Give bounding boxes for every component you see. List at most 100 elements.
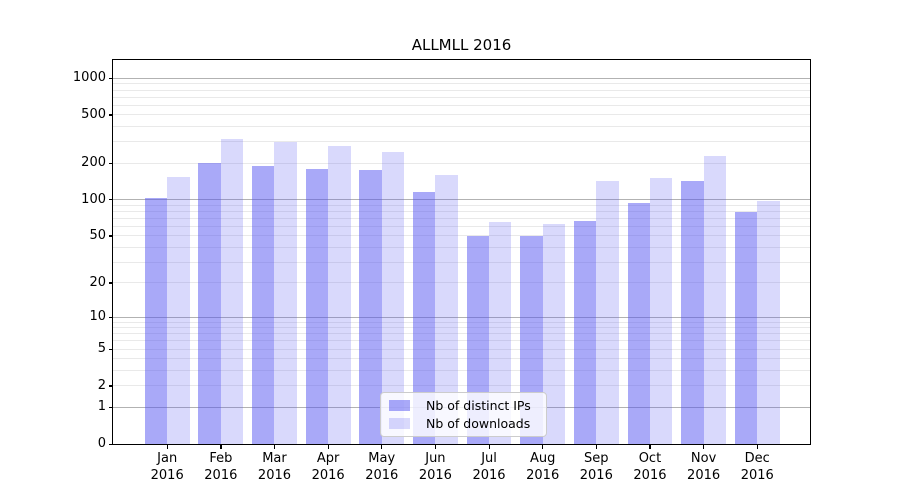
y-tick-mark bbox=[109, 348, 113, 350]
y-tick-label: 50 bbox=[89, 227, 106, 243]
legend-label-downloads: Nb of downloads bbox=[426, 416, 531, 431]
x-tick-mark bbox=[488, 445, 490, 449]
y-tick-mark bbox=[109, 385, 113, 387]
gridline-minor bbox=[113, 96, 810, 98]
bar-downloads-sep bbox=[596, 180, 619, 444]
y-tick-mark bbox=[109, 235, 113, 237]
legend-row-distinct-ips: Nb of distinct IPs bbox=[387, 398, 540, 413]
bar-downloads-dec bbox=[757, 201, 780, 444]
gridline-minor bbox=[113, 217, 810, 219]
bar-distinct-ips-apr bbox=[305, 168, 329, 444]
gridline-minor bbox=[113, 282, 810, 284]
gridline-minor bbox=[113, 327, 810, 329]
x-tick-label-oct: Oct 2016 bbox=[633, 451, 667, 483]
bar-distinct-ips-jun bbox=[413, 192, 436, 444]
gridline-minor bbox=[113, 370, 810, 372]
chart-title: ALLMLL 2016 bbox=[411, 36, 512, 54]
legend: Nb of distinct IPs Nb of downloads bbox=[380, 392, 547, 437]
gridline-minor bbox=[113, 89, 810, 91]
bar-downloads-apr bbox=[328, 146, 351, 444]
gridline-minor bbox=[113, 348, 810, 350]
x-tick-label-aug: Aug 2016 bbox=[526, 451, 560, 483]
gridline-major bbox=[113, 77, 810, 79]
y-tick-mark bbox=[109, 199, 113, 201]
y-tick-label: 10 bbox=[89, 309, 106, 325]
bar-distinct-ips-nov bbox=[681, 181, 704, 444]
bar-downloads-oct bbox=[649, 178, 673, 444]
legend-swatch-downloads bbox=[389, 418, 410, 429]
gridline-major bbox=[113, 199, 810, 201]
y-tick-mark bbox=[109, 162, 113, 164]
gridline-minor bbox=[113, 162, 810, 164]
legend-swatch-distinct-ips bbox=[389, 400, 410, 411]
y-tick-mark bbox=[109, 114, 113, 116]
y-tick-label: 200 bbox=[81, 155, 106, 171]
x-tick-label-apr: Apr 2016 bbox=[311, 451, 345, 483]
gridline-minor bbox=[113, 333, 810, 335]
gridline-minor bbox=[113, 204, 810, 206]
x-tick-mark bbox=[166, 445, 168, 449]
x-tick-mark bbox=[220, 445, 222, 449]
legend-label-distinct-ips: Nb of distinct IPs bbox=[426, 398, 531, 413]
bar-downloads-jun bbox=[435, 175, 458, 444]
x-tick-label-jun: Jun 2016 bbox=[418, 451, 452, 483]
bar-distinct-ips-may bbox=[359, 170, 382, 444]
gridline-minor bbox=[113, 235, 810, 237]
gridline-minor bbox=[113, 83, 810, 85]
bar-distinct-ips-aug bbox=[520, 235, 543, 444]
gridline-minor bbox=[113, 104, 810, 106]
gridline-minor bbox=[113, 385, 810, 387]
gridline-minor bbox=[113, 141, 810, 143]
bar-distinct-ips-jul bbox=[466, 235, 490, 444]
x-tick-mark bbox=[434, 445, 437, 449]
x-tick-label-feb: Feb 2016 bbox=[204, 451, 238, 483]
bar-downloads-mar bbox=[274, 141, 297, 444]
bar-distinct-ips-oct bbox=[627, 202, 650, 444]
y-tick-label: 1 bbox=[97, 399, 106, 415]
x-tick-label-jul: Jul 2016 bbox=[472, 451, 506, 483]
bar-downloads-nov bbox=[703, 155, 726, 444]
x-tick-mark bbox=[649, 445, 651, 449]
x-tick-label-mar: Mar 2016 bbox=[257, 451, 292, 483]
x-tick-mark bbox=[595, 445, 597, 449]
y-tick-label: 100 bbox=[81, 191, 106, 207]
legend-row-downloads: Nb of downloads bbox=[387, 416, 540, 431]
x-tick-mark bbox=[273, 445, 276, 449]
y-tick-label: 500 bbox=[81, 106, 106, 122]
x-tick-mark bbox=[703, 445, 705, 449]
gridline-minor bbox=[113, 114, 810, 116]
x-tick-label-jan: Jan 2016 bbox=[150, 451, 184, 483]
x-tick-mark bbox=[542, 445, 544, 449]
y-tick-label: 20 bbox=[89, 274, 106, 290]
bar-distinct-ips-jan bbox=[144, 198, 168, 444]
gridline-minor bbox=[113, 126, 810, 128]
gridline-major bbox=[113, 316, 810, 318]
gridline-minor bbox=[113, 321, 810, 323]
y-tick-mark bbox=[109, 316, 113, 318]
gridline-minor bbox=[113, 225, 810, 227]
y-tick-mark bbox=[109, 443, 113, 445]
x-tick-label-dec: Dec 2016 bbox=[740, 451, 774, 483]
y-tick-mark bbox=[109, 406, 113, 408]
y-tick-mark bbox=[109, 77, 113, 79]
gridline-minor bbox=[113, 358, 810, 360]
y-tick-label: 5 bbox=[97, 341, 106, 357]
gridline-minor bbox=[113, 210, 810, 212]
bar-distinct-ips-sep bbox=[573, 220, 597, 444]
bar-downloads-jul bbox=[489, 222, 512, 444]
bar-distinct-ips-feb bbox=[198, 163, 221, 444]
bar-downloads-jan bbox=[167, 176, 190, 444]
bar-distinct-ips-mar bbox=[252, 165, 275, 444]
gridline-minor bbox=[113, 246, 810, 248]
bar-downloads-may bbox=[381, 151, 405, 444]
x-tick-mark bbox=[381, 445, 383, 449]
y-tick-label: 1000 bbox=[72, 70, 106, 86]
x-tick-label-may: May 2016 bbox=[365, 451, 399, 483]
y-tick-label: 2 bbox=[97, 377, 106, 393]
y-tick-mark bbox=[109, 282, 113, 284]
x-tick-label-sep: Sep 2016 bbox=[579, 451, 613, 483]
x-tick-mark bbox=[327, 445, 329, 449]
gridline-minor bbox=[113, 261, 810, 263]
x-tick-mark bbox=[756, 445, 758, 449]
y-tick-label: 0 bbox=[97, 436, 106, 451]
